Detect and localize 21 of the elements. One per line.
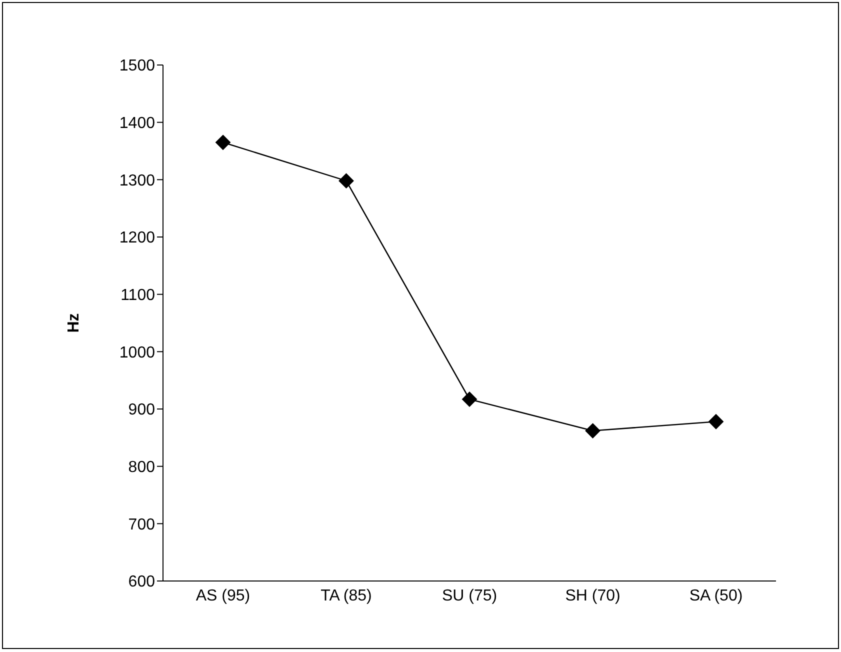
y-tick-label: 1200 bbox=[119, 230, 156, 247]
y-tick-label: 1500 bbox=[119, 58, 156, 75]
point bbox=[585, 423, 600, 438]
y-tick-label: 900 bbox=[128, 402, 156, 419]
y-tick-label: 1300 bbox=[119, 172, 156, 190]
x-tick-label: TA (85) bbox=[320, 587, 372, 604]
x-tick-label: SU (75) bbox=[442, 587, 498, 604]
y-tick-label: 1100 bbox=[120, 287, 156, 304]
y-tick-label: 700 bbox=[128, 516, 156, 534]
y-tick-label: 1400 bbox=[119, 115, 156, 132]
point bbox=[216, 134, 230, 150]
point bbox=[708, 414, 724, 430]
x-tick-label: AS (95) bbox=[196, 587, 250, 604]
point bbox=[462, 392, 477, 407]
y-tick-label: 800 bbox=[128, 459, 156, 476]
x-tick-label: SA (50) bbox=[689, 587, 743, 604]
x-tick-label: SH (70) bbox=[565, 587, 620, 604]
y-tick-label: 600 bbox=[128, 574, 156, 591]
point bbox=[338, 173, 354, 188]
y-axis-title: Hz bbox=[66, 313, 83, 333]
y-tick-label: 1000 bbox=[119, 344, 156, 362]
